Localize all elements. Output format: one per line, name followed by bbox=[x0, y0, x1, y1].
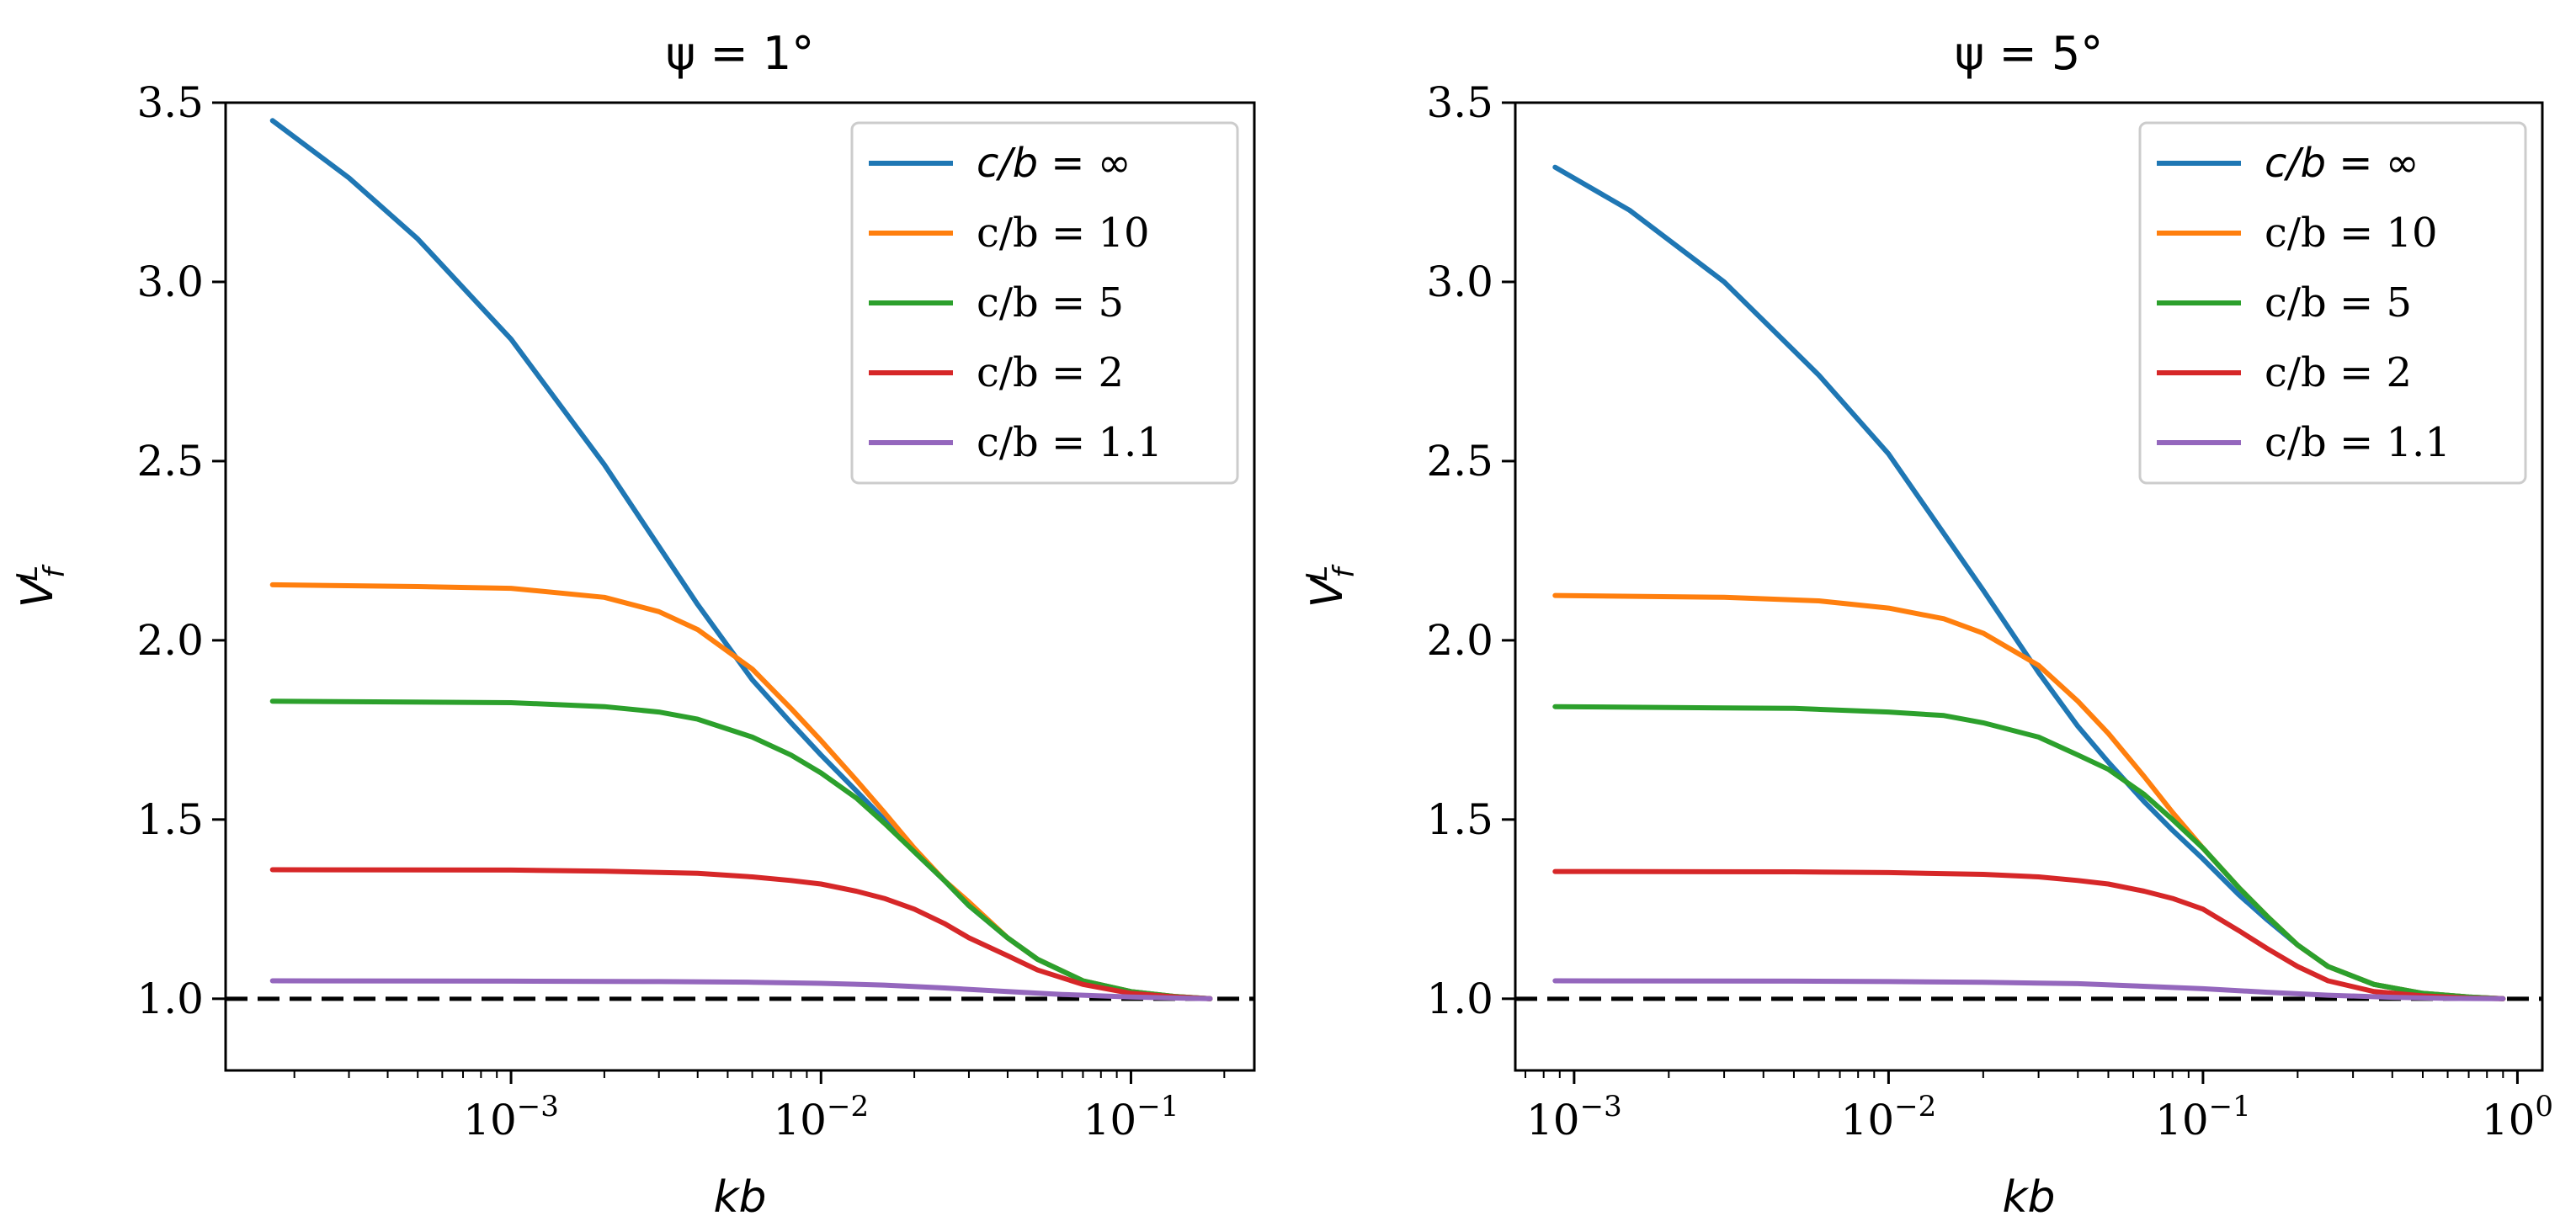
y-tick-label: 2.5 bbox=[136, 437, 204, 486]
x-tick-label: 10−3 bbox=[1526, 1090, 1622, 1144]
series-line-4 bbox=[269, 867, 1213, 1001]
y-tick-label: 3.0 bbox=[1426, 258, 1493, 306]
series-line-3 bbox=[269, 698, 1213, 1001]
series-line-4 bbox=[1552, 868, 2506, 1001]
legend-label: c/b = 5 bbox=[2265, 279, 2412, 327]
legend-label: c/b = ∞ bbox=[977, 140, 1131, 187]
legend-label: c/b = 2 bbox=[977, 349, 1124, 396]
series-line-5 bbox=[1552, 978, 2506, 1001]
legend-label: c/b = 10 bbox=[977, 210, 1150, 257]
y-tick-label: 1.5 bbox=[1426, 795, 1493, 844]
y-tick-label: 2.5 bbox=[1426, 437, 1493, 486]
y-tick-label: 3.5 bbox=[1426, 78, 1493, 127]
x-axis-label: kb bbox=[713, 1172, 766, 1223]
x-axis-label: kb bbox=[2002, 1172, 2055, 1223]
x-tick-label: 10−2 bbox=[773, 1090, 869, 1144]
legend-label: c/b = 1.1 bbox=[977, 419, 1163, 466]
legend-label: c/b = 5 bbox=[977, 279, 1124, 327]
chart-panel-2: 10−3 10−2 10−1 100 1.0 1.5 2.0 2.5 3.0 3.5 ψ = 5° k… bbox=[1301, 27, 2553, 1223]
series-line-3 bbox=[1552, 704, 2506, 1001]
y-axis-label: VfL bbox=[1301, 564, 1361, 608]
legend: c/b = ∞ c/b = 10 c/b = 5 c/b = 2 c/b = 1.1 bbox=[850, 121, 1239, 485]
legend-box bbox=[850, 121, 1239, 485]
y-tick-label: 2.0 bbox=[1426, 616, 1493, 665]
x-tick-label: 10−1 bbox=[2155, 1090, 2251, 1144]
legend-label: c/b = 1.1 bbox=[2265, 419, 2451, 466]
y-tick-label: 1.0 bbox=[136, 974, 204, 1023]
legend-label: c/b = 2 bbox=[2265, 349, 2412, 396]
series-line-2 bbox=[269, 581, 1213, 1001]
y-tick-label: 1.5 bbox=[136, 795, 204, 844]
x-tick-label: 10−2 bbox=[1841, 1090, 1937, 1144]
legend: c/b = ∞ c/b = 10 c/b = 5 c/b = 2 c/b = 1.1 bbox=[2138, 121, 2527, 485]
y-tick-label: 2.0 bbox=[136, 616, 204, 665]
legend-label: c/b = ∞ bbox=[2265, 140, 2419, 187]
y-axis-label: VfL bbox=[11, 564, 72, 608]
legend-box bbox=[2138, 121, 2527, 485]
plot-frame bbox=[1514, 101, 2544, 1072]
y-tick-label: 3.5 bbox=[136, 78, 204, 127]
x-tick-label: 100 bbox=[2482, 1090, 2553, 1144]
legend-label: c/b = 10 bbox=[2265, 210, 2438, 257]
chart-panel-1: 10−3 10−2 10−1 1.0 1.5 2.0 2.5 3.0 3.5 ψ = 1° kb Vf… bbox=[11, 27, 1256, 1223]
panel-title: ψ = 1° bbox=[666, 27, 815, 80]
series-line-5 bbox=[269, 978, 1213, 1001]
x-tick-label: 10−3 bbox=[463, 1090, 559, 1144]
y-tick-label: 1.0 bbox=[1426, 974, 1493, 1023]
y-tick-label: 3.0 bbox=[136, 258, 204, 306]
panel-title: ψ = 5° bbox=[1955, 27, 2104, 80]
plot-frame bbox=[224, 101, 1256, 1072]
x-tick-label: 10−1 bbox=[1083, 1090, 1179, 1144]
